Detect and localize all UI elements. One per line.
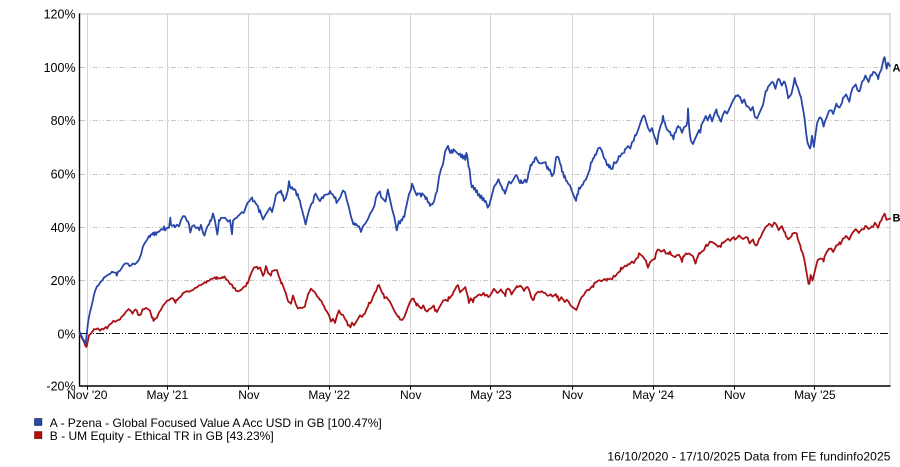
- svg-text:May '24: May '24: [632, 388, 674, 402]
- svg-text:60%: 60%: [51, 168, 76, 182]
- svg-text:120%: 120%: [44, 8, 76, 22]
- svg-text:May '25: May '25: [794, 388, 836, 402]
- svg-text:B - UM Equity - Ethical TR in: B - UM Equity - Ethical TR in GB [43.23%…: [50, 429, 274, 443]
- svg-text:May '21: May '21: [146, 388, 188, 402]
- svg-text:16/10/2020 - 17/10/2025 Data f: 16/10/2020 - 17/10/2025 Data from FE fun…: [607, 450, 890, 464]
- svg-text:Nov: Nov: [238, 388, 259, 402]
- svg-text:A - Pzena - Global Focused Val: A - Pzena - Global Focused Value A Acc U…: [50, 416, 382, 430]
- svg-text:May '23: May '23: [470, 388, 512, 402]
- svg-text:B: B: [893, 213, 900, 225]
- svg-text:100%: 100%: [44, 61, 76, 75]
- svg-text:40%: 40%: [51, 221, 76, 235]
- svg-text:A: A: [893, 63, 900, 75]
- svg-text:May '22: May '22: [308, 388, 350, 402]
- svg-text:20%: 20%: [51, 274, 76, 288]
- svg-text:Nov: Nov: [562, 388, 583, 402]
- svg-text:Nov '20: Nov '20: [67, 388, 108, 402]
- svg-text:0%: 0%: [58, 327, 76, 341]
- svg-text:Nov: Nov: [400, 388, 421, 402]
- svg-text:80%: 80%: [51, 114, 76, 128]
- svg-text:Nov: Nov: [724, 388, 745, 402]
- svg-text:-20%: -20%: [46, 380, 75, 394]
